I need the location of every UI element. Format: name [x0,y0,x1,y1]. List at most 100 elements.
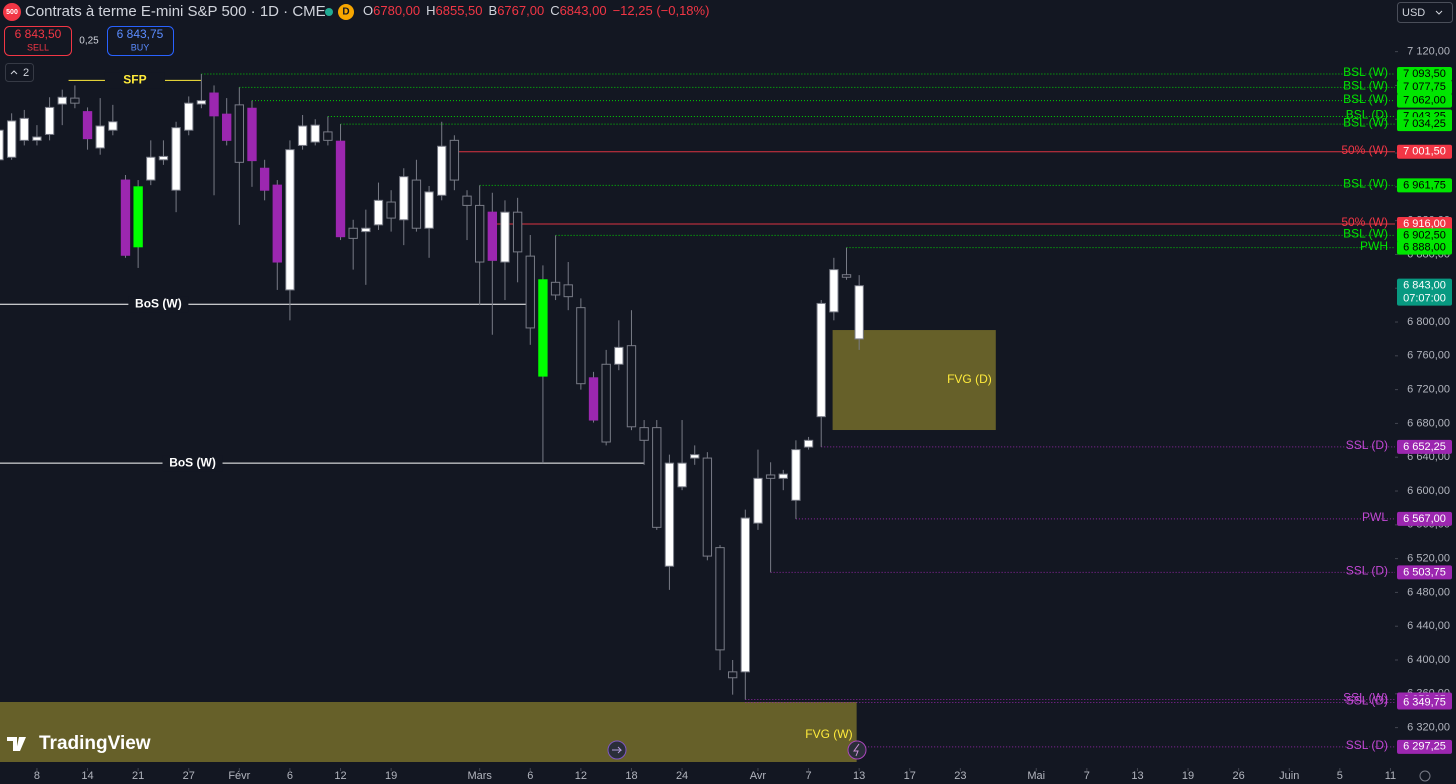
candle-body [234,104,245,163]
fvg-label: FVG (W) [805,727,852,741]
level-badge-text: 6 916,00 [1403,218,1446,230]
symbol-title: Contrats à terme E-mini S&P 500 · 1D · C… [25,3,326,20]
ohlc-value: 6843,00 [560,3,607,18]
x-tick-label: 21 [132,770,144,782]
level-badge-text: 6 567,00 [1403,513,1446,525]
buy-button[interactable] [107,26,174,56]
candle-body [563,284,573,298]
candle-body [639,427,649,441]
x-tick-label: 7 [1084,770,1090,782]
candle-body [297,125,308,146]
candle-body [474,204,485,263]
candle-body [57,96,67,105]
candle-body [399,176,409,221]
candle-body [816,302,826,418]
level-badge [1397,144,1452,159]
level-badge-text: 7 062,00 [1403,95,1446,107]
candle-body [209,92,219,117]
candle-body [6,120,17,158]
candle-body [778,473,788,479]
candle-body [614,346,624,365]
candle-body [158,155,169,161]
label-background [128,296,189,313]
candle-body [0,129,4,161]
level-badge-text: 7 001,50 [1403,146,1446,158]
sell-button[interactable] [4,26,72,56]
level-label: PWL [1362,510,1388,524]
arrow-icon [612,746,623,754]
x-tick-label: Juin [1279,770,1299,782]
level-badge-text: 7 093,50 [1403,68,1446,80]
level-label: BSL (W) [1343,227,1388,241]
level-badge [1397,67,1452,82]
level-badge-text: 7 034,25 [1403,118,1446,130]
candle-body [753,477,763,524]
change: −12,25 (−0,18%) [613,3,710,18]
x-tick-label: 7 [806,770,812,782]
y-tick-label: 6 320,00 [1407,722,1450,734]
x-tick-label: 14 [81,770,93,782]
candle-body [82,111,93,140]
candle-body [424,191,434,229]
candle-body [449,139,460,181]
candle-body [437,145,447,196]
level-badge [1397,217,1452,232]
delay-text: D [342,7,349,18]
level-badge [1397,565,1452,580]
candle-body [272,184,282,263]
x-tick-label: 17 [904,770,916,782]
ohlc: O6780,00 H6855,50 B6767,00 C6843,00 −12,25 (… [363,3,709,18]
level-badge-text: 6 503,75 [1403,566,1446,578]
level-label: PWH [1360,239,1388,253]
ohlc-value: 6780,00 [373,3,420,18]
sell-label: SELL [27,42,49,52]
x-tick-label: Mars [467,770,492,782]
watermark: TradingView [39,733,151,754]
currency-selector[interactable] [1397,2,1453,23]
x-tick-label: 19 [1182,770,1194,782]
candle-body [259,167,270,191]
x-tick-label: 18 [625,770,637,782]
x-tick-label: 23 [954,770,966,782]
level-badge [1397,439,1452,454]
indicators-toggle[interactable] [5,63,34,82]
candle-body [715,547,725,651]
level-label: BSL (W) [1343,92,1388,106]
ohlc-value: 6855,50 [436,3,483,18]
x-tick-label: 27 [183,770,195,782]
level-label: 50% (W) [1341,143,1388,157]
market-status [325,8,333,16]
toolbar: 500 Contrats à terme E-mini S&P 500 · 1D… [3,2,1453,782]
level-badge-text: 7 077,75 [1403,81,1446,93]
y-tick-label: 7 120,00 [1407,46,1450,58]
fvg-zone [832,330,996,431]
x-tick-label: 8 [34,770,40,782]
delay-badge [338,4,354,20]
logo-text: 500 [6,9,18,16]
level-label: BSL (D) [1346,108,1388,122]
level-badge-text: 6 349,75 [1403,696,1446,708]
level-label: BSL (W) [1343,177,1388,191]
y-tick-label: 6 760,00 [1407,350,1450,362]
level-label: 50% (W) [1341,215,1388,229]
candle-body [95,125,105,149]
candle-body [70,97,80,104]
y-tick-label: 6 520,00 [1407,553,1450,565]
settings-icon[interactable] [1419,770,1431,782]
plot-area: FVG (D)FVG (W)6 320,006 360,006 400,006 … [0,46,1452,782]
y-tick-label: 6 640,00 [1407,451,1450,463]
candle-body [108,121,118,131]
level-badge-text: 6 902,50 [1403,229,1446,241]
level-badge-text: 6 961,75 [1403,179,1446,191]
level-label: BSL (W) [1343,65,1388,79]
bolt-icon [853,743,860,757]
event-icon[interactable] [847,740,867,760]
x-tick-label: 13 [1131,770,1143,782]
ohlc-key: B [489,3,498,18]
ohlc-key: O [363,3,373,18]
candle-body [285,149,295,291]
level-badge-text: 6 888,00 [1403,242,1446,254]
structure-label: BoS (W) [169,455,216,469]
candle-body [525,255,535,329]
x-tick-label: Févr [228,770,250,782]
